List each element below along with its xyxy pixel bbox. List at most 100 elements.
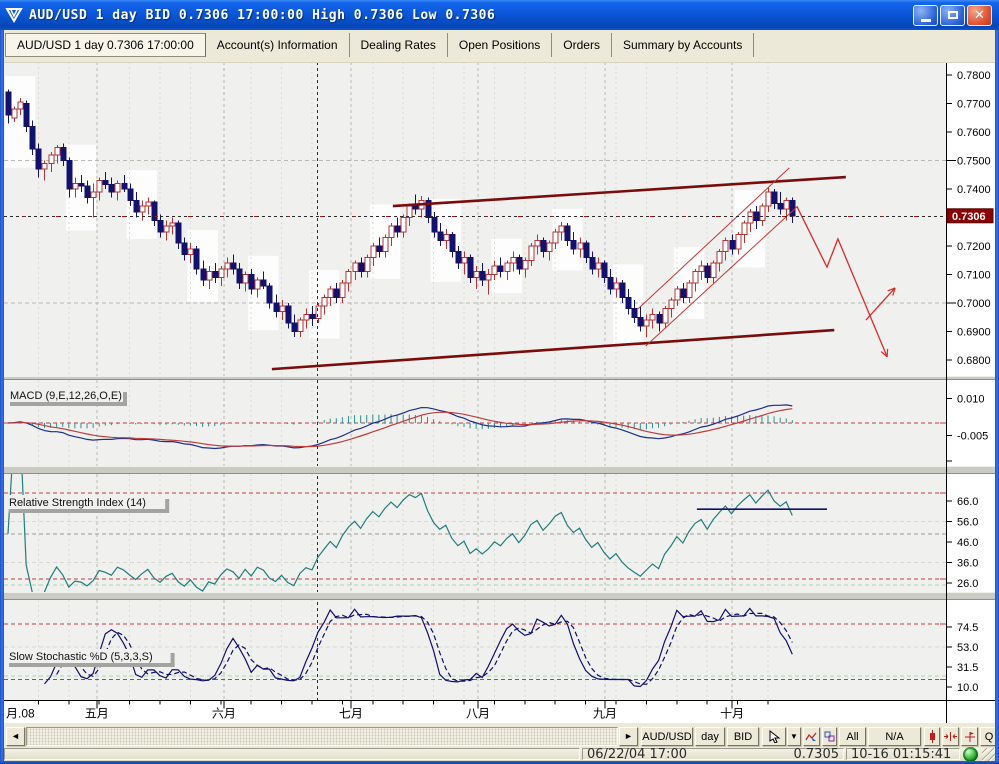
candle-up <box>218 268 225 278</box>
horizontal-scrollbar-track[interactable] <box>26 727 618 746</box>
candle-up <box>187 248 194 256</box>
candle-up <box>370 245 377 258</box>
candle-down <box>266 285 273 304</box>
candle-up <box>510 256 517 264</box>
candle-up <box>279 305 286 313</box>
status-datetime: 06/22/04 17:00 <box>587 746 687 762</box>
candle-up <box>345 271 352 284</box>
maximize-button[interactable] <box>940 4 965 26</box>
tab-chart[interactable]: AUD/USD 1 day 0.7306 17:00:00 <box>5 33 206 57</box>
stochastic-panel <box>4 600 946 700</box>
candle-up <box>747 211 754 224</box>
line-chart-icon <box>805 732 817 741</box>
candle-up <box>674 288 681 301</box>
candle-up <box>41 162 48 170</box>
candle-up <box>315 305 322 320</box>
tab-summary-by-accounts[interactable]: Summary by Accounts <box>612 33 755 57</box>
windows-layout-button[interactable] <box>822 727 837 746</box>
x-axis-month-label: 五月 <box>85 707 109 721</box>
candle-up <box>11 108 18 119</box>
candle-down <box>516 256 523 270</box>
svg-text:0.7200: 0.7200 <box>957 241 991 253</box>
candle-up <box>716 251 723 264</box>
candle-down <box>175 222 182 244</box>
candle-up <box>735 234 742 250</box>
tab-orders[interactable]: Orders <box>552 33 612 57</box>
resize-grip[interactable] <box>982 748 995 761</box>
period-button[interactable]: day <box>695 727 725 746</box>
candle-down <box>376 245 383 253</box>
converge-arrows-icon <box>944 732 957 741</box>
candlestick-tool-button[interactable] <box>924 727 940 746</box>
candle-up <box>242 274 249 284</box>
tool-dropdown-button[interactable]: ▼ <box>787 727 801 746</box>
all-button[interactable]: All <box>839 727 866 746</box>
minimize-button[interactable] <box>913 4 938 26</box>
tab-dealing-rates[interactable]: Dealing Rates <box>350 33 448 57</box>
candle-up <box>90 191 97 199</box>
window-border-bottom <box>0 761 999 764</box>
candle-up <box>17 101 24 110</box>
svg-text:36.0: 36.0 <box>957 558 978 570</box>
na-button[interactable]: N/A <box>868 727 921 746</box>
candle-down <box>84 185 91 199</box>
candle-up <box>643 319 650 327</box>
svg-text:56.0: 56.0 <box>957 517 978 529</box>
candle-up <box>96 179 103 193</box>
candle-down <box>193 248 200 270</box>
candle-down <box>309 313 316 320</box>
symbol-button[interactable]: AUD/USD <box>641 727 693 746</box>
svg-text:0.7100: 0.7100 <box>957 270 991 282</box>
crosshair-tool-button[interactable] <box>961 727 978 746</box>
rsi-line <box>7 474 793 592</box>
window-border-right <box>995 30 999 761</box>
candle-up <box>522 259 529 270</box>
status-quote-field: 06/22/04 17:00 0.7305 <box>582 746 844 762</box>
candle-down <box>108 184 115 193</box>
candle-up <box>473 271 480 278</box>
candle-down <box>358 262 365 273</box>
candle-up <box>710 262 717 278</box>
chart-toolbar: ◄ ► AUD/USD day BID ▼ All N/A <box>4 725 998 748</box>
macd-label: MACD (9,E,12,26,O,E) <box>10 390 122 402</box>
scroll-left-button[interactable]: ◄ <box>6 727 25 746</box>
candlestick-icon <box>929 730 935 743</box>
svg-text:0.6900: 0.6900 <box>957 327 991 339</box>
pointer-tool-button[interactable] <box>762 727 786 746</box>
svg-text:0.7400: 0.7400 <box>957 184 991 196</box>
scroll-right-button[interactable]: ► <box>619 727 638 746</box>
candle-up <box>722 239 729 253</box>
candle-down <box>127 188 134 201</box>
tab-open-positions[interactable]: Open Positions <box>448 33 553 57</box>
candle-down <box>570 239 577 250</box>
svg-text:0.6800: 0.6800 <box>957 355 991 367</box>
candle-up <box>504 262 511 273</box>
candle-up <box>388 225 395 238</box>
candle-down <box>449 234 456 253</box>
candle-up <box>443 234 450 241</box>
tab-accounts-information[interactable]: Account(s) Information <box>206 33 350 57</box>
status-message-field <box>4 748 580 760</box>
candle-down <box>394 225 401 233</box>
svg-text:46.0: 46.0 <box>957 537 978 549</box>
price-type-button[interactable]: BID <box>727 727 759 746</box>
candle-down <box>273 302 280 313</box>
candle-down <box>601 262 608 278</box>
candle-up <box>382 236 389 253</box>
candle-up <box>297 319 304 333</box>
candle-down <box>656 313 663 324</box>
candle-up <box>406 205 413 219</box>
candle-up <box>692 271 699 284</box>
candle-up <box>54 147 61 156</box>
close-button[interactable]: ✕ <box>967 4 992 26</box>
x-axis-month-label: 七月 <box>339 707 363 721</box>
stochastic-label: Slow Stochastic %D (5,3,3,S) <box>9 651 153 663</box>
svg-text:53.0: 53.0 <box>957 642 978 654</box>
candle-up <box>169 222 176 227</box>
title-bar: AUD/USD 1 day BID 0.7306 17:00:00 High 0… <box>0 0 999 30</box>
svg-text:-0.005: -0.005 <box>957 430 988 442</box>
chart-mode-button[interactable] <box>803 727 820 746</box>
chart-canvas[interactable]: 0.7800 0.7700 0.7600 0.7500 0.7400 0.7200 0.71… <box>0 62 999 725</box>
snap-tool-button[interactable] <box>942 727 959 746</box>
